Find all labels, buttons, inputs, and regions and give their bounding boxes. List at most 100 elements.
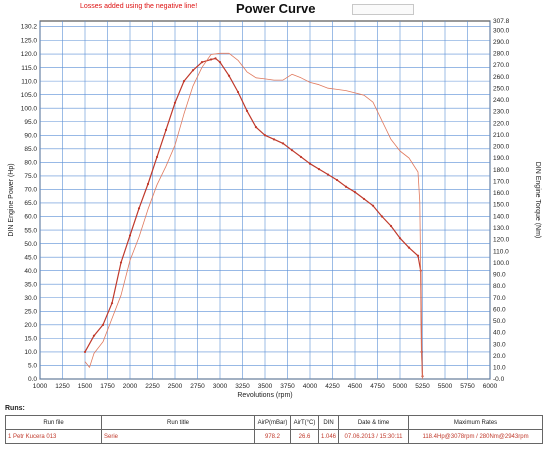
y2-tick-label: 220.0: [493, 120, 510, 127]
y2-tick-label: 160.0: [493, 190, 510, 197]
power-point: [214, 57, 217, 60]
power-point: [362, 197, 366, 201]
power-point: [200, 61, 204, 64]
power-point: [398, 237, 402, 240]
y-tick-label: 100.0: [21, 105, 38, 112]
power-point: [299, 155, 303, 159]
x-tick-label: 3250: [235, 383, 250, 390]
y2-tick-label: -0.0: [493, 376, 505, 383]
cell-run-title: Serie: [101, 429, 255, 444]
y2-tick-label: 40.0: [493, 330, 506, 337]
y2-tick-label: 230.0: [493, 109, 510, 116]
x-tick-label: 2500: [168, 383, 183, 390]
y-tick-label: 115.0: [21, 65, 37, 72]
title-input-box: [352, 4, 414, 15]
col-max-rates: Maximum Rates: [408, 415, 543, 430]
y-tick-label: 60.0: [24, 214, 37, 221]
y-tick-label: 45.0: [24, 254, 37, 261]
y2-tick-label: 50.0: [493, 318, 506, 325]
y2-tick-label: 250.0: [493, 85, 510, 92]
runs-table: Run file Run title AirP(mBar) AirT(°C) D…: [5, 415, 543, 444]
y2-tick-label: 140.0: [493, 213, 510, 220]
y2-tick-label: 170.0: [493, 178, 510, 185]
y-tick-label: 120.0: [21, 51, 38, 58]
power-point: [182, 80, 186, 83]
x-tick-label: 2750: [190, 383, 205, 390]
power-point: [335, 178, 339, 182]
x-tick-label: 3500: [258, 383, 273, 390]
y-tick-label: 95.0: [24, 119, 37, 126]
x-tick-label: 1750: [100, 383, 115, 390]
col-run-title: Run title: [101, 415, 255, 430]
col-din: DIN: [318, 415, 339, 430]
losses-note: Losses added using the negative line!: [80, 3, 198, 10]
power-point: [407, 246, 411, 249]
y-tick-label: 75.0: [24, 173, 37, 180]
y-tick-label: 30.0: [24, 295, 37, 302]
power-point: [353, 191, 357, 194]
y2-tick-label: 30.0: [493, 341, 506, 348]
y-tick-label: 130.2: [21, 24, 38, 31]
cell-datetime: 07.06.2013 / 15:30:11: [338, 429, 409, 444]
power-point: [326, 173, 330, 176]
y2-tick-label: 70.0: [493, 295, 506, 302]
power-point: [173, 101, 177, 104]
x-tick-label: 5500: [438, 383, 453, 390]
y-tick-label: 70.0: [24, 187, 37, 194]
x-tick-label: 5750: [460, 383, 475, 390]
power-point: [272, 138, 276, 141]
y2-tick-label: 190.0: [493, 155, 510, 162]
power-point: [371, 204, 375, 207]
y2-tick-label: 130.0: [493, 225, 510, 232]
y2-tick-label: 280.0: [493, 51, 510, 58]
y-tick-label: 55.0: [24, 227, 37, 234]
y2-tick-label: 90.0: [493, 272, 506, 279]
power-line: [84, 57, 424, 377]
y-tick-label: 105.0: [21, 92, 38, 99]
power-point: [128, 234, 132, 237]
runs-header-row: Run file Run title AirP(mBar) AirT(°C) D…: [5, 415, 543, 430]
y-tick-label: 25.0: [24, 308, 37, 315]
power-curve-chart: 1000 1250 1500 1750 2000 2250 2500 2750 3000 3250…: [8, 18, 541, 399]
y2-tick-label: 110.0: [493, 248, 509, 255]
power-point: [308, 162, 312, 165]
y2-tick-label: 260.0: [493, 74, 510, 81]
chart-title: Power Curve: [236, 1, 316, 16]
y-tick-label: 15.0: [24, 336, 37, 343]
y2-tick-label: 20.0: [493, 353, 506, 360]
cell-airt: 26.6: [290, 429, 319, 444]
tick-labels: 1000 1250 1500 1750 2000 2250 2500 2750 3000 3250…: [21, 18, 510, 390]
col-airp: AirP(mBar): [254, 415, 291, 430]
y-tick-label: 85.0: [24, 146, 37, 153]
power-point: [92, 334, 96, 337]
y-tick-label: 0.0: [28, 376, 37, 383]
y-tick-label: 40.0: [24, 268, 37, 275]
col-run-file: Run file: [5, 415, 102, 430]
y2-tick-label: 10.0: [493, 365, 506, 372]
y-tick-label: 125.0: [21, 38, 38, 45]
table-row[interactable]: 1 Petr Kucera 013 Serie 978.2 26.6 1.046…: [5, 429, 543, 444]
y2-tick-label: 180.0: [493, 167, 510, 174]
col-airt: AirT(°C): [290, 415, 319, 430]
x-tick-label: 2000: [123, 383, 138, 390]
power-point: [164, 128, 168, 131]
runs-label: Runs:: [5, 405, 25, 412]
power-point: [83, 350, 87, 354]
x-tick-label: 5250: [415, 383, 430, 390]
power-point: [209, 58, 213, 61]
y2-tick-label: 270.0: [493, 62, 510, 69]
y2-tick-label: 200.0: [493, 144, 510, 151]
power-point: [344, 185, 348, 188]
y2-tick-label: 290.0: [493, 39, 510, 46]
y-tick-label: 65.0: [24, 200, 37, 207]
power-point: [389, 224, 393, 228]
y-tick-label: 5.0: [28, 363, 37, 370]
y2-tick-label: 100.0: [493, 260, 510, 267]
x-tick-label: 5000: [393, 383, 408, 390]
y2-tick-label: 80.0: [493, 283, 506, 290]
power-point: [110, 302, 114, 305]
power-point: [245, 109, 249, 113]
series: [83, 52, 424, 380]
y2-tick-label: 240.0: [493, 97, 510, 104]
y-tick-label: 35.0: [24, 281, 37, 288]
